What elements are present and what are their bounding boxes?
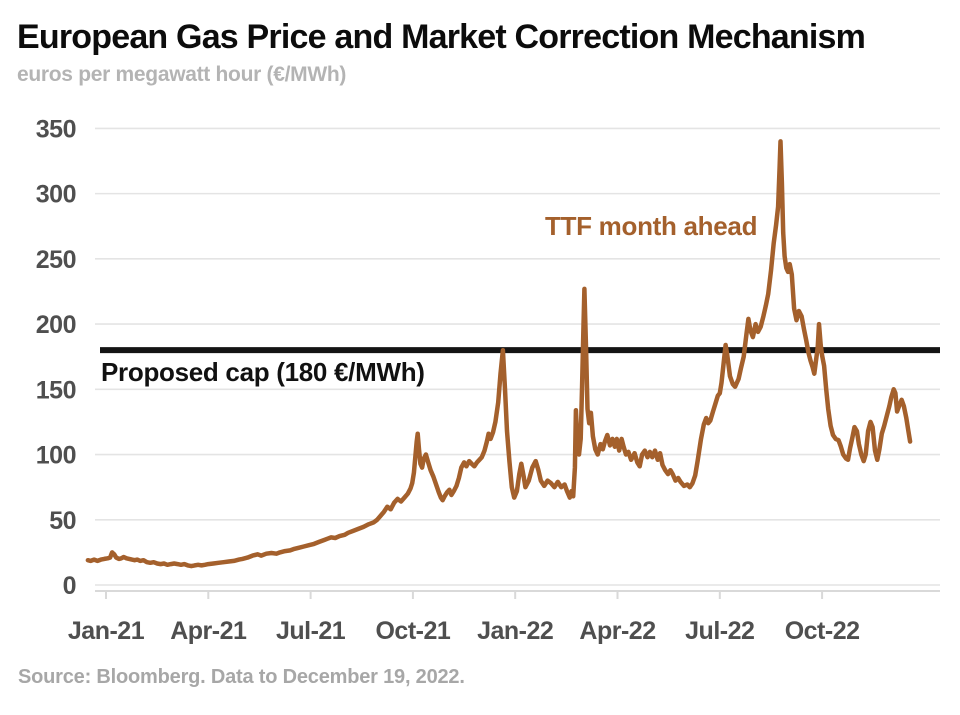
- y-tick-label-250: 250: [36, 246, 76, 274]
- x-tick-label-Jul-22: Jul-22: [685, 617, 754, 645]
- y-tick-label-300: 300: [36, 181, 76, 209]
- proposed-cap-label: Proposed cap (180 €/MWh): [101, 357, 425, 387]
- y-tick-label-100: 100: [36, 442, 76, 470]
- y-tick-label-200: 200: [36, 311, 76, 339]
- series-label-ttf-month-ahead: TTF month ahead: [545, 211, 758, 241]
- x-tick-label-Jan-21: Jan-21: [68, 617, 145, 645]
- x-tick-label-Apr-22: Apr-22: [579, 617, 655, 645]
- x-tick-label-Oct-21: Oct-21: [375, 617, 450, 645]
- x-tick-label-Apr-21: Apr-21: [170, 617, 247, 645]
- source-note: Source: Bloomberg. Data to December 19, …: [18, 666, 465, 688]
- x-tick-label-Oct-22: Oct-22: [785, 617, 860, 645]
- x-tick-label-Jan-22: Jan-22: [477, 617, 553, 645]
- x-tick-label-Jul-21: Jul-21: [276, 617, 346, 645]
- chart-title: European Gas Price and Market Correction…: [17, 18, 866, 56]
- y-tick-label-0: 0: [63, 572, 76, 600]
- chart-units-subtitle: euros per megawatt hour (€/MWh): [17, 63, 347, 87]
- chart-header: European Gas Price and Market Correction…: [17, 18, 947, 87]
- y-tick-label-50: 50: [49, 507, 76, 535]
- y-tick-label-350: 350: [36, 115, 76, 143]
- y-tick-label-150: 150: [36, 376, 76, 404]
- ttf-month-ahead-series-line: [85, 139, 913, 569]
